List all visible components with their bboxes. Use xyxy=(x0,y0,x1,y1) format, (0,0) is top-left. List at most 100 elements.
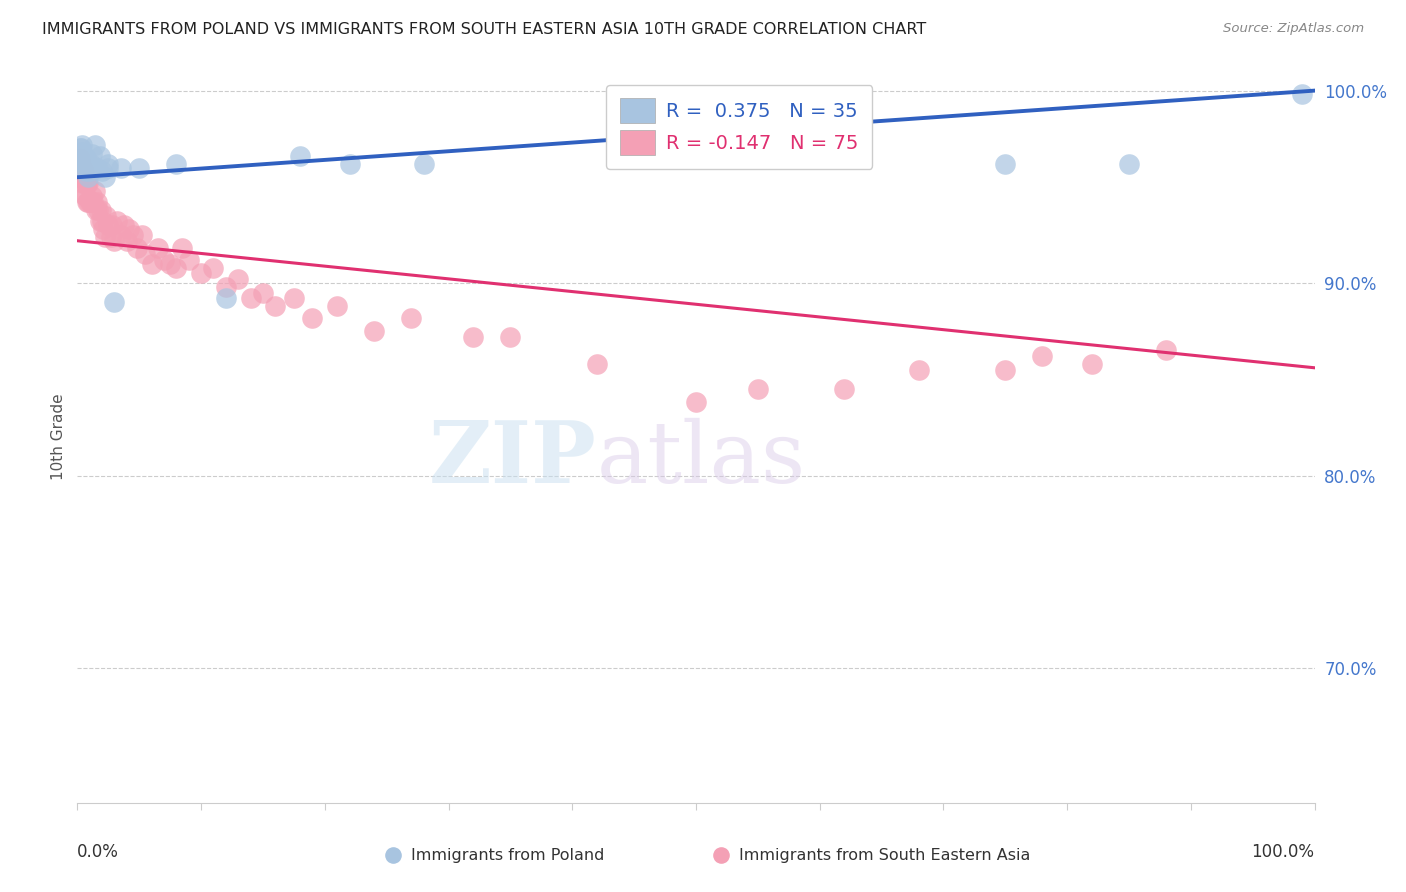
Point xyxy=(77,195,100,210)
Point xyxy=(103,295,125,310)
Point xyxy=(69,151,91,165)
Point xyxy=(73,189,96,203)
Point xyxy=(215,280,238,294)
Point xyxy=(75,151,97,165)
Text: Source: ZipAtlas.com: Source: ZipAtlas.com xyxy=(1223,22,1364,36)
Point xyxy=(91,214,114,228)
Point xyxy=(1081,357,1104,371)
Point xyxy=(190,267,212,281)
Point xyxy=(70,164,93,178)
Point xyxy=(80,157,103,171)
Point xyxy=(94,209,117,223)
Point xyxy=(215,292,238,306)
Point xyxy=(97,219,120,233)
Point xyxy=(339,157,361,171)
Point xyxy=(363,324,385,338)
Point xyxy=(89,214,111,228)
Point xyxy=(67,151,90,165)
Point xyxy=(165,260,187,275)
Point xyxy=(252,285,274,300)
Point xyxy=(586,357,609,371)
Point xyxy=(283,292,305,306)
Point xyxy=(76,176,98,190)
Point xyxy=(685,395,707,409)
Point xyxy=(86,195,108,210)
Point xyxy=(159,257,181,271)
Point xyxy=(115,234,138,248)
Point xyxy=(97,157,120,171)
Point xyxy=(994,362,1017,376)
Point xyxy=(70,170,93,185)
Point xyxy=(146,242,169,256)
Point xyxy=(177,252,200,267)
Point xyxy=(72,161,94,175)
Point xyxy=(76,195,98,210)
Point xyxy=(264,299,287,313)
Point xyxy=(77,176,100,190)
Point xyxy=(69,161,91,175)
Point xyxy=(75,189,97,203)
Point xyxy=(72,137,94,152)
Point xyxy=(100,230,122,244)
Point xyxy=(69,141,91,155)
Point xyxy=(118,222,141,236)
Point xyxy=(70,154,93,169)
Point xyxy=(86,161,108,175)
Point xyxy=(82,189,104,203)
Point xyxy=(82,195,104,210)
Point xyxy=(112,219,135,233)
Point xyxy=(110,227,132,242)
Text: Immigrants from Poland: Immigrants from Poland xyxy=(412,848,605,863)
Point xyxy=(72,164,94,178)
Text: ZIP: ZIP xyxy=(429,417,598,501)
Point xyxy=(80,195,103,210)
Point xyxy=(73,170,96,185)
Point xyxy=(67,157,90,171)
Point xyxy=(91,164,114,178)
Text: 0.0%: 0.0% xyxy=(77,843,120,861)
Point xyxy=(72,149,94,163)
Point xyxy=(69,147,91,161)
Point xyxy=(463,330,485,344)
Point xyxy=(1118,157,1140,171)
Point xyxy=(105,214,128,228)
Point xyxy=(75,176,97,190)
Point xyxy=(75,164,97,178)
Point xyxy=(994,157,1017,171)
Point xyxy=(72,176,94,190)
Point xyxy=(239,292,262,306)
Point xyxy=(153,252,176,267)
Point xyxy=(110,161,132,175)
Point xyxy=(122,227,145,242)
Point xyxy=(326,299,349,313)
Point xyxy=(82,147,104,161)
Point xyxy=(72,176,94,190)
Point xyxy=(499,330,522,344)
Point xyxy=(84,202,107,217)
Point xyxy=(301,310,323,325)
Point xyxy=(128,161,150,175)
Point xyxy=(1154,343,1177,358)
Y-axis label: 10th Grade: 10th Grade xyxy=(51,393,66,481)
Point xyxy=(72,161,94,175)
Text: 100.0%: 100.0% xyxy=(1251,843,1315,861)
Point xyxy=(202,260,225,275)
Point xyxy=(70,141,93,155)
Point xyxy=(125,242,148,256)
Point xyxy=(97,161,120,175)
Point xyxy=(72,145,94,160)
Point xyxy=(79,164,101,178)
Point xyxy=(103,234,125,248)
Point xyxy=(1291,87,1313,102)
Point xyxy=(288,149,311,163)
Point xyxy=(226,272,249,286)
Legend: R =  0.375   N = 35, R = -0.147   N = 75: R = 0.375 N = 35, R = -0.147 N = 75 xyxy=(606,85,872,169)
Point xyxy=(87,202,110,217)
Point xyxy=(747,382,769,396)
Point xyxy=(93,230,115,244)
Point xyxy=(131,227,153,242)
Point xyxy=(77,170,100,185)
Point xyxy=(83,184,105,198)
Point xyxy=(1031,349,1053,363)
Point xyxy=(91,222,114,236)
